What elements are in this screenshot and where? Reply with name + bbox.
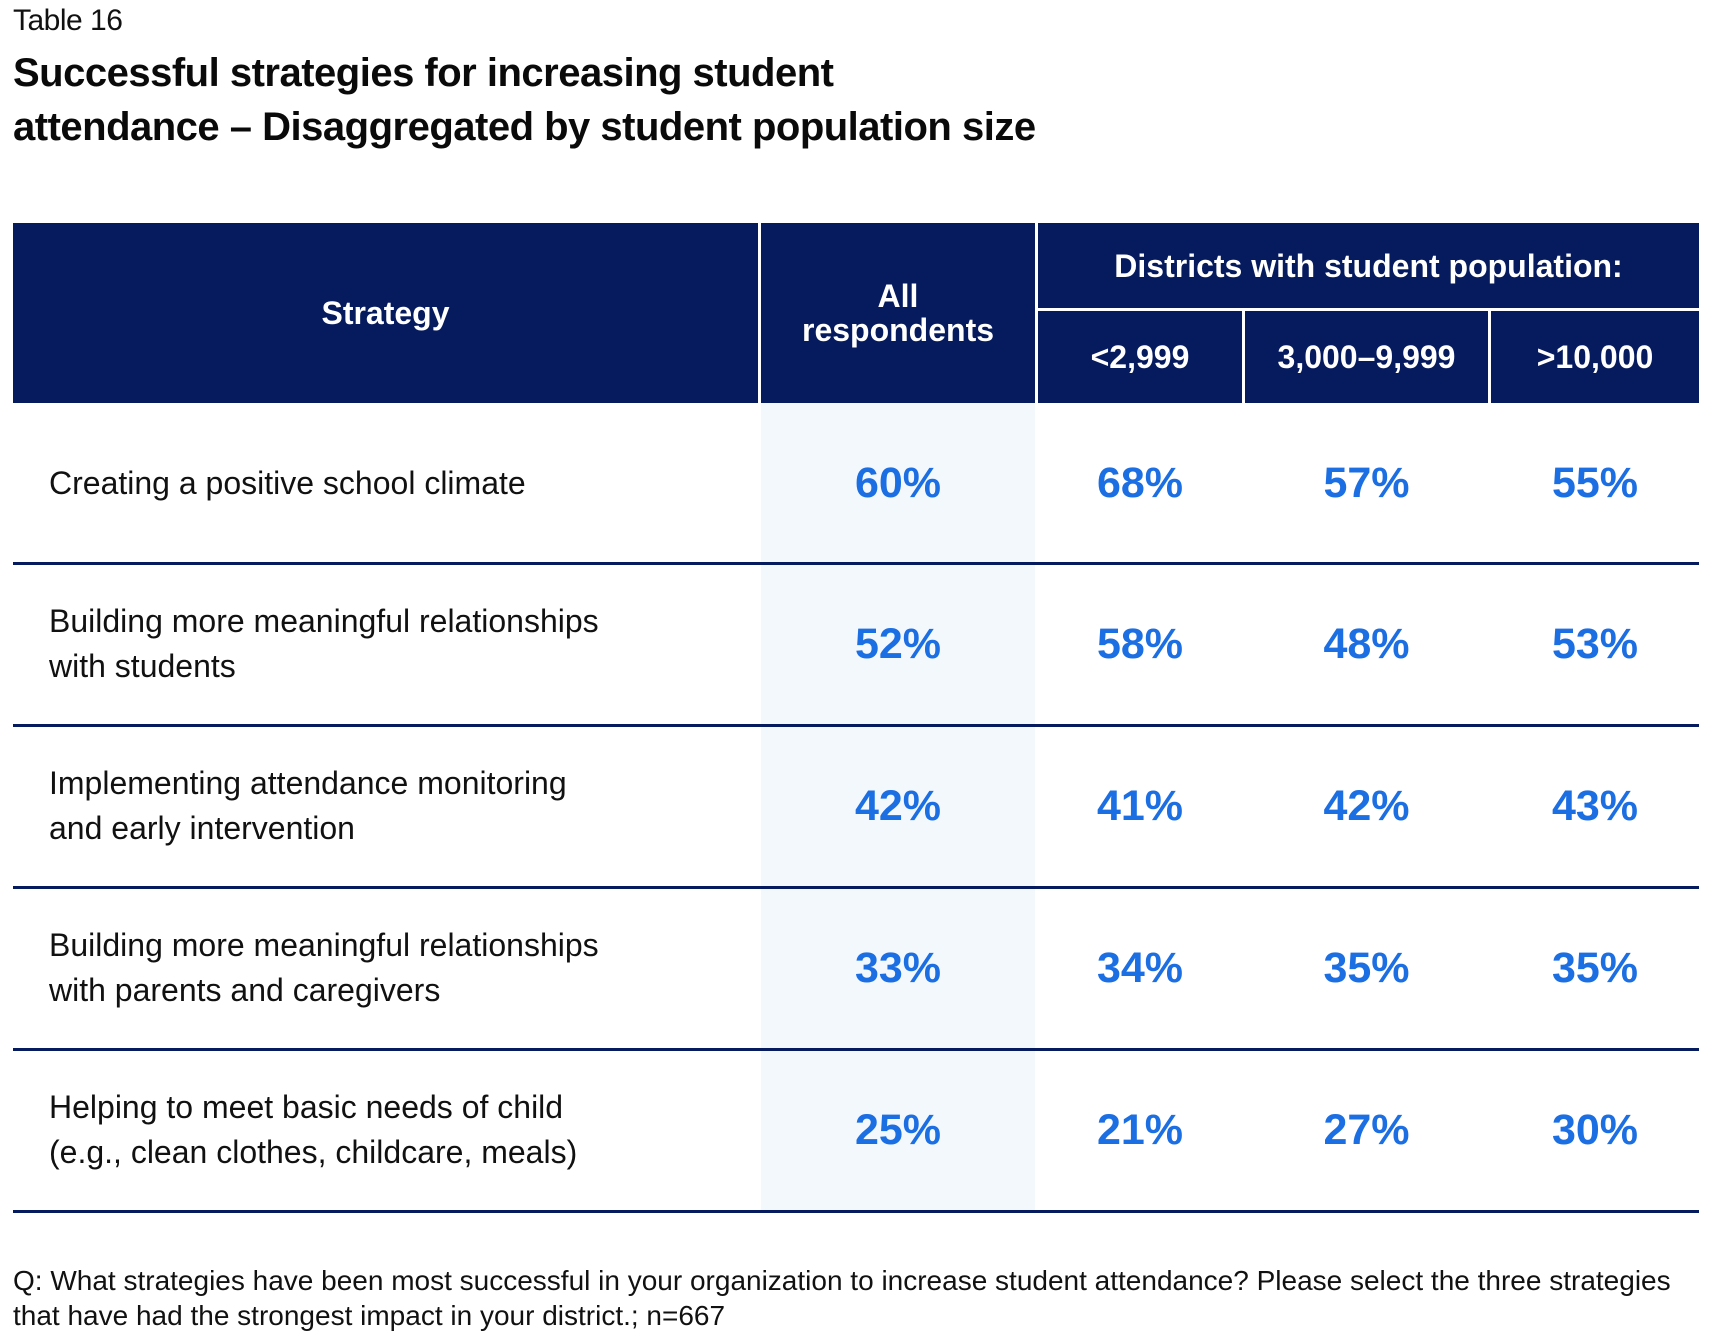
value-cell: 52%	[854, 619, 942, 668]
title-line: Successful strategies for increasing stu…	[13, 51, 834, 95]
value-cell: 53%	[1551, 619, 1639, 668]
header-size-large: >10,000	[1491, 311, 1699, 403]
value-cell: 42%	[1323, 781, 1410, 830]
header-all-respondents: All respondents	[761, 223, 1035, 403]
row-divider	[13, 1048, 1699, 1051]
value-cell: 58%	[1096, 619, 1184, 668]
value-cell: 57%	[1323, 458, 1410, 507]
strategy-text: Implementing attendance monitoring and e…	[49, 765, 567, 846]
value-cell: 35%	[1323, 943, 1410, 992]
title-line: attendance – Disaggregated by student po…	[13, 105, 1036, 149]
row-divider	[13, 562, 1699, 565]
header-districts-group: Districts with student population:	[1038, 223, 1699, 308]
value-cell: 30%	[1551, 1105, 1639, 1154]
value-cell: 55%	[1551, 458, 1639, 507]
row-divider	[13, 724, 1699, 727]
value-cell: 27%	[1323, 1105, 1410, 1154]
value-cell: 60%	[854, 458, 942, 507]
strategy-text: Building more meaningful relationships w…	[49, 927, 599, 1008]
row-divider	[13, 1210, 1699, 1213]
strategy-text: Building more meaningful relationships w…	[49, 603, 599, 684]
row-divider	[13, 886, 1699, 889]
value-cell: 21%	[1096, 1105, 1184, 1154]
strategy-cell: Building more meaningful relationships w…	[49, 563, 609, 725]
value-cell: 25%	[854, 1105, 942, 1154]
footnote: Q: What strategies have been most succes…	[13, 1265, 1671, 1331]
value-cell: 34%	[1096, 943, 1184, 992]
value-cell: 48%	[1323, 619, 1410, 668]
strategy-text: Creating a positive school climate	[49, 464, 526, 501]
table-title: Successful strategies for increasing stu…	[13, 46, 1036, 154]
table-label: Table 16	[13, 4, 123, 37]
header-size-medium: 3,000–9,999	[1245, 311, 1488, 403]
value-cell: 42%	[854, 781, 942, 830]
strategy-cell: Helping to meet basic needs of child (e.…	[49, 1049, 609, 1211]
value-cell: 68%	[1096, 458, 1184, 507]
strategy-text: Helping to meet basic needs of child (e.…	[49, 1089, 578, 1170]
strategy-cell: Building more meaningful relationships w…	[49, 887, 629, 1049]
strategy-cell: Implementing attendance monitoring and e…	[49, 725, 609, 887]
value-cell: 33%	[854, 943, 942, 992]
value-cell: 41%	[1096, 781, 1184, 830]
all-respondents-highlight	[761, 403, 1035, 1211]
header-size-small: <2,999	[1038, 311, 1242, 403]
strategy-cell: Creating a positive school climate	[49, 403, 729, 563]
value-cell: 35%	[1551, 943, 1639, 992]
header-strategy: Strategy	[13, 223, 758, 403]
value-cell: 43%	[1551, 781, 1639, 830]
